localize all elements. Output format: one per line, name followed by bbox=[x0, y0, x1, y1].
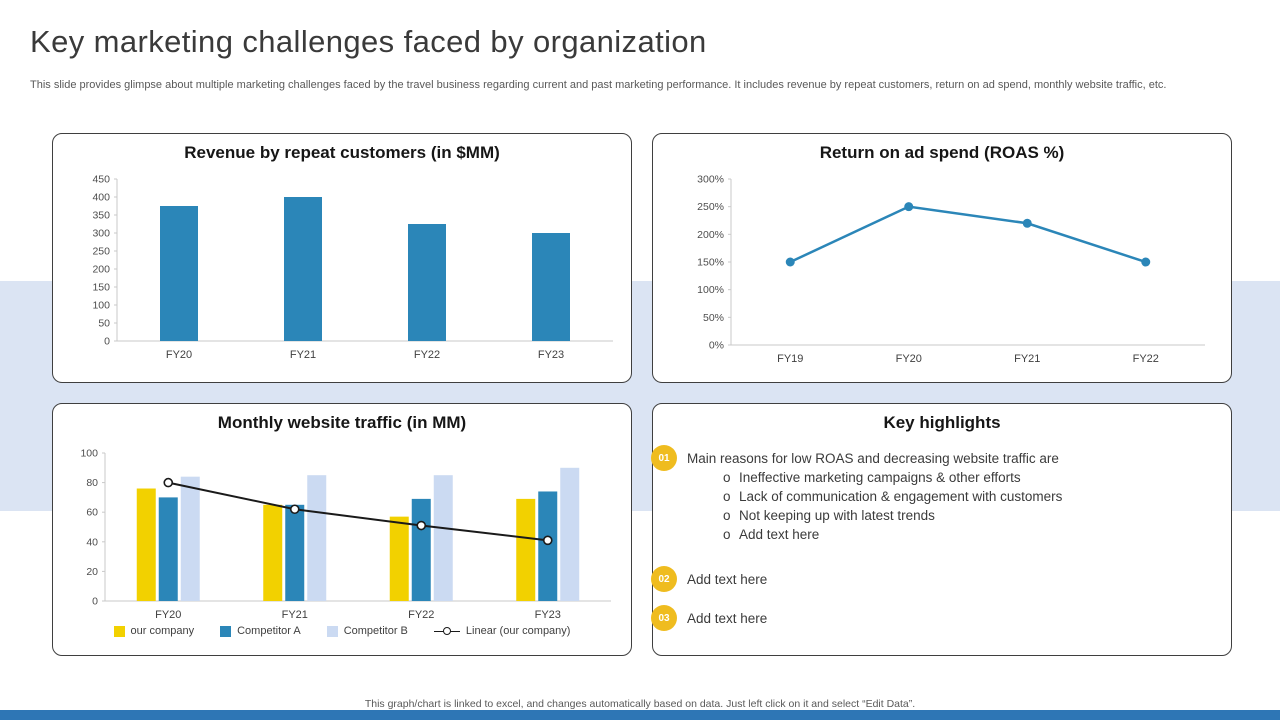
legend-label-trend: Linear (our company) bbox=[465, 625, 571, 637]
bullet-text: Lack of communication & engagement with … bbox=[739, 489, 1063, 504]
svg-text:0%: 0% bbox=[709, 340, 724, 352]
highlight-badge-03: 03 bbox=[651, 605, 677, 631]
svg-text:250: 250 bbox=[92, 246, 110, 258]
highlight-item-01: 01 Main reasons for low ROAS and decreas… bbox=[651, 445, 1215, 544]
revenue-chart: 0 50 100 150 200 250 300 350 400 450 FY20 FY21 FY22 F… bbox=[92, 174, 613, 361]
svg-text:250%: 250% bbox=[697, 201, 724, 213]
svg-text:FY22: FY22 bbox=[408, 609, 434, 621]
svg-text:FY23: FY23 bbox=[538, 349, 564, 361]
legend-item-competitor-b: Competitor B bbox=[326, 625, 408, 637]
bullet-item: o Lack of communication & engagement wit… bbox=[723, 487, 1062, 506]
key-highlights-panel: Key highlights 01 Main reasons for low R… bbox=[651, 403, 1232, 656]
highlight-badge-01: 01 bbox=[651, 445, 677, 471]
footer-note: This graph/chart is linked to excel, and… bbox=[364, 698, 916, 710]
svg-text:0: 0 bbox=[104, 336, 110, 348]
svg-text:FY20: FY20 bbox=[155, 609, 181, 621]
svg-text:FY21: FY21 bbox=[1014, 353, 1040, 365]
svg-text:150: 150 bbox=[92, 282, 110, 294]
bullet-marker-icon: o bbox=[723, 489, 731, 504]
revenue-panel: Revenue by repeat customers (in $MM) 0 50… bbox=[52, 133, 632, 383]
roas-panel: Return on ad spend (ROAS %) 0% 50% 100% 150… bbox=[652, 133, 1232, 383]
svg-text:100: 100 bbox=[92, 300, 110, 312]
svg-text:150%: 150% bbox=[697, 257, 724, 269]
highlight-item-02: 02 Add text here bbox=[651, 566, 1215, 592]
svg-text:300: 300 bbox=[92, 228, 110, 240]
revenue-chart-title: Revenue by repeat customers (in $MM) bbox=[184, 143, 500, 162]
svg-text:FY20: FY20 bbox=[166, 349, 192, 361]
legend-item-competitor-a: Competitor A bbox=[220, 625, 301, 637]
svg-text:40: 40 bbox=[86, 536, 98, 548]
bullet-marker-icon: o bbox=[723, 527, 731, 542]
svg-text:60: 60 bbox=[86, 507, 98, 519]
bullet-text: Add text here bbox=[739, 527, 820, 542]
svg-text:FY19: FY19 bbox=[777, 353, 803, 365]
svg-text:400: 400 bbox=[92, 192, 110, 204]
bottom-strip bbox=[0, 710, 1280, 720]
bullet-marker-icon: o bbox=[723, 508, 731, 523]
traffic-legend: our company Competitor A Competitor B Li… bbox=[53, 625, 631, 637]
highlight-item-03: 03 Add text here bbox=[651, 605, 1215, 631]
competitor-a-swatch-icon bbox=[220, 625, 232, 637]
highlight-text-01: Main reasons for low ROAS and decreasing… bbox=[687, 451, 1059, 466]
svg-text:FY21: FY21 bbox=[282, 609, 308, 621]
highlight-text-03: Add text here bbox=[687, 611, 768, 626]
roas-chart: 0% 50% 100% 150% 200% 250% 300% FY19 FY20 FY21 FY2… bbox=[697, 174, 1205, 365]
svg-text:80: 80 bbox=[86, 477, 98, 489]
key-highlights-body: 01 Main reasons for low ROAS and decreas… bbox=[651, 433, 1231, 631]
our-company-swatch-icon bbox=[113, 625, 125, 637]
traffic-chart: 0 20 40 60 80 100 FY20 FY21 FY22 FY23 bbox=[80, 448, 611, 621]
legend-label-our-company: our company bbox=[130, 625, 195, 637]
legend-item-trend: Linear (our company) bbox=[433, 625, 571, 637]
page-title: Key marketing challenges faced by organi… bbox=[30, 24, 707, 59]
bullet-item: o Ineffective marketing campaigns & othe… bbox=[723, 468, 1062, 487]
svg-text:100%: 100% bbox=[697, 284, 724, 296]
key-highlights-title: Key highlights bbox=[883, 413, 1001, 432]
bullet-item: o Not keeping up with latest trends bbox=[723, 506, 1062, 525]
bullet-text: Ineffective marketing campaigns & other … bbox=[739, 470, 1021, 485]
svg-text:50: 50 bbox=[98, 318, 110, 330]
svg-text:0: 0 bbox=[92, 596, 98, 608]
page-subtitle: This slide provides glimpse about multip… bbox=[30, 79, 1167, 91]
highlight-content-01: Main reasons for low ROAS and decreasing… bbox=[687, 449, 1062, 544]
roas-chart-title: Return on ad spend (ROAS %) bbox=[819, 143, 1065, 162]
bullet-item: o Add text here bbox=[723, 525, 1062, 544]
legend-label-competitor-b: Competitor B bbox=[343, 625, 408, 637]
svg-text:FY22: FY22 bbox=[414, 349, 440, 361]
legend-item-our-company: our company bbox=[113, 625, 195, 637]
highlight-badge-02: 02 bbox=[651, 566, 677, 592]
svg-text:FY22: FY22 bbox=[1133, 353, 1159, 365]
svg-text:200%: 200% bbox=[697, 229, 724, 241]
competitor-b-swatch-icon bbox=[326, 625, 338, 637]
svg-text:FY23: FY23 bbox=[535, 609, 561, 621]
svg-text:FY21: FY21 bbox=[290, 349, 316, 361]
highlight-text-02: Add text here bbox=[687, 572, 768, 587]
svg-text:50%: 50% bbox=[703, 312, 724, 324]
svg-text:450: 450 bbox=[92, 174, 110, 186]
traffic-chart-title: Monthly website traffic (in MM) bbox=[217, 413, 467, 432]
highlight-bullet-list: o Ineffective marketing campaigns & othe… bbox=[723, 468, 1062, 544]
traffic-panel: Monthly website traffic (in MM) 0 20 40 60 8… bbox=[52, 403, 632, 656]
svg-text:FY20: FY20 bbox=[896, 353, 922, 365]
svg-text:100: 100 bbox=[80, 448, 98, 460]
bullet-marker-icon: o bbox=[723, 470, 731, 485]
svg-text:200: 200 bbox=[92, 264, 110, 276]
svg-text:300%: 300% bbox=[697, 174, 724, 186]
trend-line-icon bbox=[433, 626, 460, 636]
svg-text:350: 350 bbox=[92, 210, 110, 222]
bullet-text: Not keeping up with latest trends bbox=[739, 508, 935, 523]
legend-label-competitor-a: Competitor A bbox=[237, 625, 301, 637]
svg-text:20: 20 bbox=[86, 566, 98, 578]
